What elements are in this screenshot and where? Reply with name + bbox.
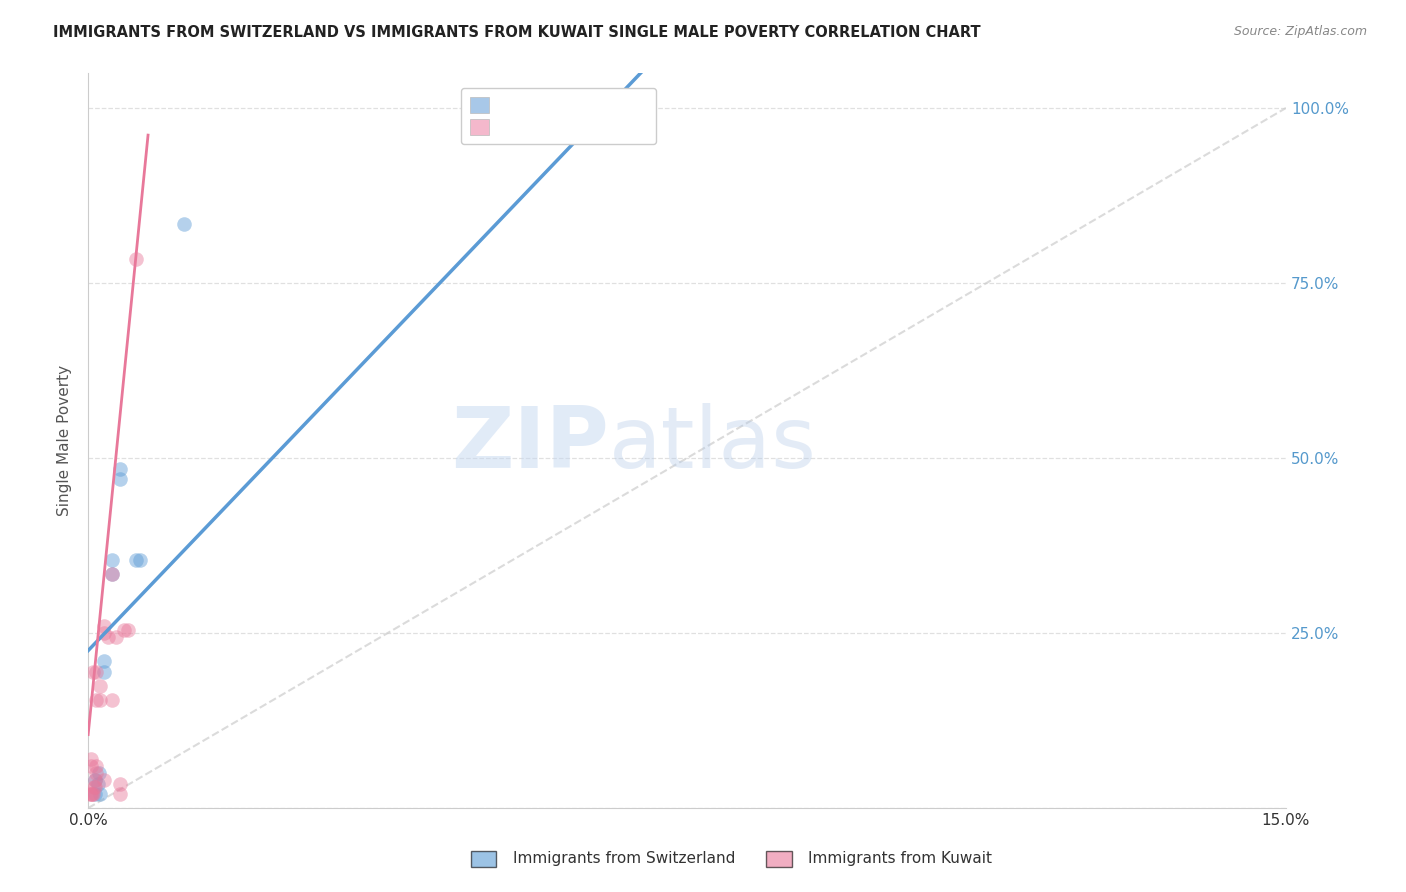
Text: Source: ZipAtlas.com: Source: ZipAtlas.com <box>1233 25 1367 38</box>
Text: 0.494: 0.494 <box>522 119 569 134</box>
Point <box>93 654 115 668</box>
Point <box>112 623 135 637</box>
Point <box>596 101 619 115</box>
Point <box>79 787 101 801</box>
Point <box>105 630 128 644</box>
Point <box>80 752 103 766</box>
Point <box>84 773 107 788</box>
Point <box>108 472 131 486</box>
Point <box>173 217 195 231</box>
Point <box>84 665 107 679</box>
Point <box>89 787 111 801</box>
Point <box>89 692 111 706</box>
Text: ZIP: ZIP <box>451 402 609 486</box>
Point <box>89 679 111 693</box>
Point <box>108 776 131 790</box>
Point <box>82 787 104 801</box>
Text: 28: 28 <box>585 119 606 134</box>
Point <box>108 787 131 801</box>
Text: N =: N = <box>560 96 603 112</box>
Text: 0.816: 0.816 <box>522 96 569 112</box>
Point <box>83 780 105 794</box>
Text: atlas: atlas <box>609 402 817 486</box>
Text: N =: N = <box>560 119 603 134</box>
Point <box>93 619 115 633</box>
Y-axis label: Single Male Poverty: Single Male Poverty <box>58 365 72 516</box>
Point <box>117 623 139 637</box>
Point <box>87 776 110 790</box>
Point <box>84 692 107 706</box>
Legend:                               ,                               : , <box>461 88 657 145</box>
Text: Immigrants from Kuwait: Immigrants from Kuwait <box>808 851 993 865</box>
Point <box>93 626 115 640</box>
Text: R =: R = <box>486 96 520 112</box>
Point <box>82 787 104 801</box>
Point <box>93 773 115 788</box>
Text: R =: R = <box>486 119 520 134</box>
Point <box>101 552 124 566</box>
Point <box>83 780 105 794</box>
Point <box>84 773 107 788</box>
Point <box>79 759 101 773</box>
Text: 15: 15 <box>585 96 606 112</box>
Point <box>87 766 110 780</box>
Point <box>125 252 148 266</box>
Point <box>97 630 120 644</box>
Point <box>82 665 104 679</box>
Text: Immigrants from Switzerland: Immigrants from Switzerland <box>513 851 735 865</box>
Point <box>101 566 124 581</box>
Point <box>83 787 105 801</box>
Point <box>101 692 124 706</box>
Point <box>101 566 124 581</box>
Text: IMMIGRANTS FROM SWITZERLAND VS IMMIGRANTS FROM KUWAIT SINGLE MALE POVERTY CORREL: IMMIGRANTS FROM SWITZERLAND VS IMMIGRANT… <box>53 25 981 40</box>
Point <box>108 461 131 475</box>
Point <box>93 665 115 679</box>
Point <box>125 552 148 566</box>
Point <box>84 766 107 780</box>
Point <box>79 787 101 801</box>
Point <box>129 552 152 566</box>
Point <box>84 759 107 773</box>
